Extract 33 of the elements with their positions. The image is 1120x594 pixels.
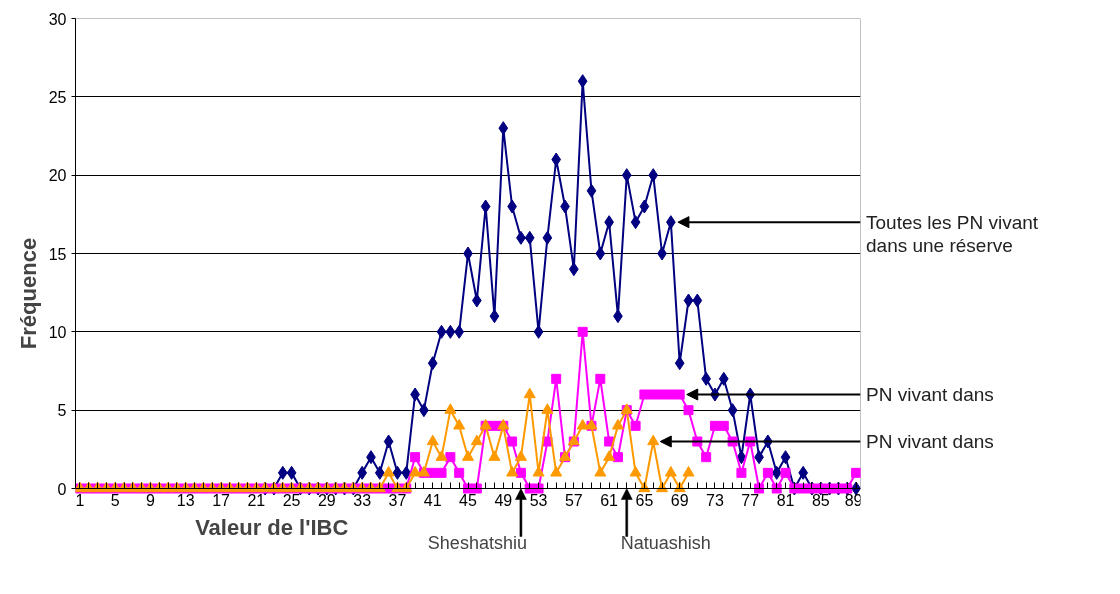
x-tick-label: 77 — [741, 491, 760, 509]
x-tick-label: 53 — [529, 491, 548, 509]
x-tick-label: 13 — [176, 491, 195, 509]
x-tick-label: 1 — [75, 491, 85, 509]
x-tick-label: 17 — [212, 491, 231, 509]
x-tick-label: 21 — [247, 491, 266, 509]
x-tick-label: 5 — [110, 491, 120, 509]
y-tick-label: 20 — [48, 167, 67, 185]
ref-line-label: Sheshatshiu — [427, 532, 527, 553]
y-tick-label: 25 — [48, 88, 67, 106]
x-tick-label: 81 — [776, 491, 795, 509]
x-tick-label: 61 — [600, 491, 619, 509]
y-tick-label: 10 — [48, 323, 67, 341]
x-tick-label: 25 — [282, 491, 301, 509]
y-tick-label: 30 — [48, 10, 67, 28]
x-tick-label: 33 — [353, 491, 372, 509]
x-tick-label: 41 — [423, 491, 442, 509]
x-tick-label: 9 — [146, 491, 156, 509]
x-tick-label: 57 — [564, 491, 583, 509]
x-tick-label: 49 — [494, 491, 513, 509]
ref-line-label: Natuashish — [620, 532, 711, 553]
x-tick-label: 73 — [706, 491, 724, 509]
y-tick-label: 0 — [57, 480, 67, 498]
x-tick-label: 69 — [670, 491, 689, 509]
x-tick-label: 85 — [811, 491, 830, 509]
y-tick-label: 15 — [48, 245, 67, 263]
x-tick-label: 37 — [388, 491, 407, 509]
y-axis-title: Fréquence — [15, 237, 41, 350]
y-tick-label: 5 — [57, 402, 67, 420]
x-axis-title: Valeur de l'IBC — [195, 514, 349, 540]
x-tick-label: 65 — [635, 491, 654, 509]
x-tick-label: 45 — [459, 491, 477, 509]
x-tick-label: 29 — [317, 491, 336, 509]
